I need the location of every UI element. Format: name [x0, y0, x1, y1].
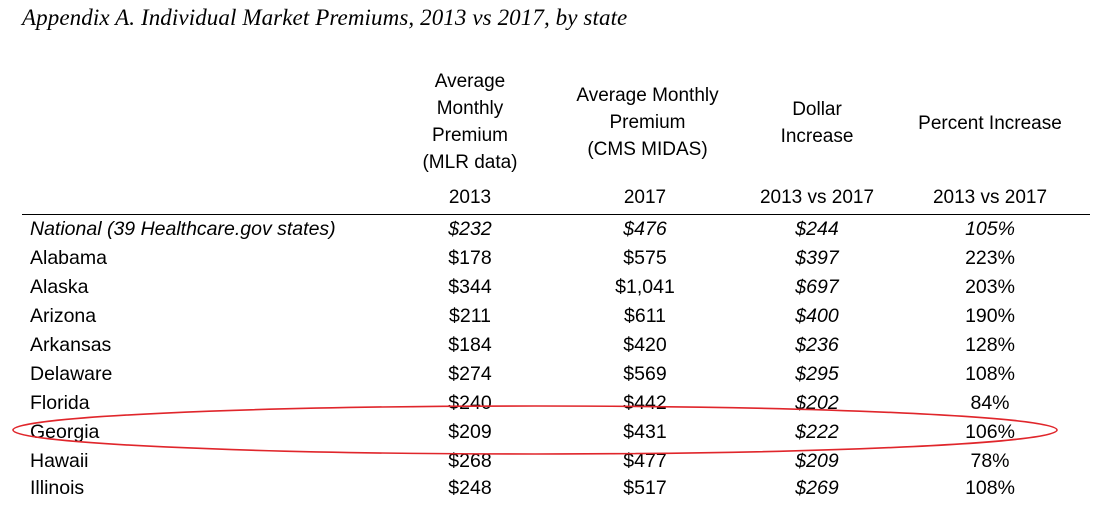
state-cell: Georgia	[30, 421, 100, 443]
subheader-dollar-range: 2013 vs 2017	[759, 187, 875, 208]
premium-2017-cell: $517	[623, 477, 667, 499]
subheader-2013: 2013	[448, 187, 492, 208]
header-line: Premium	[431, 125, 508, 146]
premium-2017-cell: $442	[623, 392, 667, 414]
dollar-increase-cell: $209	[795, 450, 839, 472]
percent-increase-cell: 108%	[965, 363, 1015, 385]
table-row: Alabama $178 $575 $397 223%	[0, 244, 1111, 273]
percent-increase-cell: 190%	[965, 305, 1015, 327]
dollar-increase-cell: $397	[795, 247, 839, 269]
header-line: (CMS MIDAS)	[587, 139, 708, 160]
dollar-increase-cell: $697	[795, 276, 839, 298]
premium-2013-cell: $248	[448, 477, 492, 499]
percent-increase-cell: 223%	[965, 247, 1015, 269]
premium-2013-cell: $274	[448, 363, 492, 385]
premium-2017-cell: $569	[623, 363, 667, 385]
premium-2017-cell: $420	[623, 334, 667, 356]
percent-increase-cell: 128%	[965, 334, 1015, 356]
table-row: Delaware $274 $569 $295 108%	[0, 360, 1111, 389]
header-line: Average	[434, 71, 506, 92]
dollar-increase-cell: $222	[795, 421, 839, 443]
premium-2013-cell: $268	[448, 450, 492, 472]
state-cell: Hawaii	[30, 450, 89, 472]
table-row: Florida $240 $442 $202 84%	[0, 389, 1111, 418]
dollar-increase-cell: $295	[795, 363, 839, 385]
table-title: Appendix A. Individual Market Premiums, …	[22, 5, 628, 30]
table-row: Alaska $344 $1,041 $697 203%	[0, 273, 1111, 302]
header-line: (MLR data)	[422, 152, 518, 173]
state-cell: Florida	[30, 392, 90, 414]
table-row-highlighted: Georgia $209 $431 $222 106%	[0, 418, 1111, 447]
premium-2017-cell: $575	[623, 247, 667, 269]
premium-2017-cell: $611	[624, 305, 666, 327]
table-row: Arizona $211 $611 $400 190%	[0, 302, 1111, 331]
dollar-increase-cell: $202	[795, 392, 839, 414]
dollar-increase-cell: $236	[795, 334, 839, 356]
state-cell: Arkansas	[30, 334, 112, 356]
table-row: Hawaii $268 $477 $209 78%	[0, 447, 1111, 476]
percent-increase-cell: 105%	[965, 218, 1015, 240]
premium-2013-cell: $344	[448, 276, 492, 298]
header-dollar-increase: Dollar Increase	[767, 96, 867, 150]
premium-2017-cell: $477	[623, 450, 667, 472]
premium-2013-cell: $240	[448, 392, 492, 414]
percent-increase-cell: 84%	[970, 392, 1010, 414]
premium-2017-cell: $1,041	[615, 276, 675, 298]
state-cell: Delaware	[30, 363, 113, 385]
premium-2017-cell: $431	[623, 421, 667, 443]
state-cell: Illinois	[30, 477, 85, 499]
percent-increase-cell: 108%	[965, 477, 1015, 499]
subheader-percent-range: 2013 vs 2017	[932, 187, 1048, 208]
header-avg-monthly-premium-mlr: Average Monthly Premium (MLR data)	[420, 68, 520, 176]
header-avg-monthly-premium-cms: Average Monthly Premium (CMS MIDAS)	[560, 82, 735, 163]
header-line: Percent Increase	[918, 113, 1062, 134]
state-cell: Alaska	[30, 276, 89, 298]
header-line: Average Monthly	[576, 85, 719, 106]
header-percent-increase: Percent Increase	[900, 110, 1080, 137]
state-cell: National (39 Healthcare.gov states)	[30, 218, 336, 240]
percent-increase-cell: 106%	[965, 421, 1015, 443]
premium-2013-cell: $209	[448, 421, 492, 443]
subheader-2017: 2017	[623, 187, 667, 208]
header-line: Increase	[780, 126, 854, 147]
premium-2013-cell: $211	[449, 305, 491, 327]
dollar-increase-cell: $400	[795, 305, 839, 327]
header-line: Premium	[609, 112, 686, 133]
table-row: Arkansas $184 $420 $236 128%	[0, 331, 1111, 360]
state-cell: Arizona	[30, 305, 97, 327]
table-row: Illinois $248 $517 $269 108%	[0, 474, 1111, 503]
dollar-increase-cell: $244	[795, 218, 839, 240]
premium-2013-cell: $232	[448, 218, 492, 240]
table-row: National (39 Healthcare.gov states) $232…	[0, 215, 1111, 244]
premium-2013-cell: $178	[448, 247, 492, 269]
premium-2013-cell: $184	[448, 334, 492, 356]
percent-increase-cell: 203%	[965, 276, 1015, 298]
header-line: Monthly	[436, 98, 504, 119]
state-cell: Alabama	[30, 247, 107, 269]
header-rule	[22, 214, 1090, 215]
percent-increase-cell: 78%	[970, 450, 1010, 472]
premium-2017-cell: $476	[623, 218, 667, 240]
dollar-increase-cell: $269	[795, 477, 839, 499]
header-line: Dollar	[792, 99, 842, 120]
